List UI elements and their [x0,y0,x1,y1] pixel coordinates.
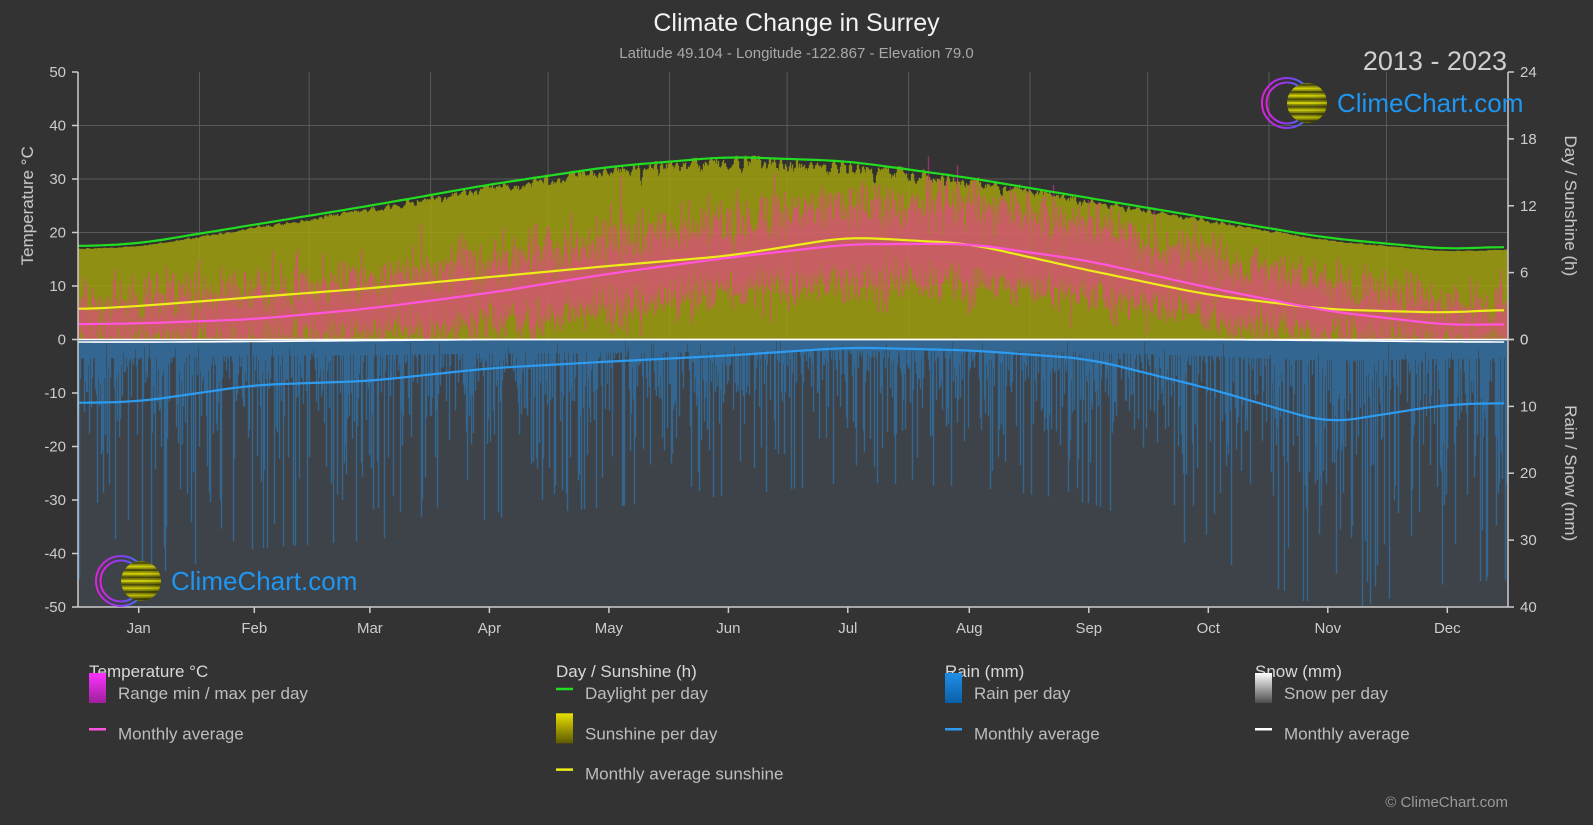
svg-text:50: 50 [49,64,66,81]
svg-text:-10: -10 [44,385,66,402]
svg-text:Monthly average: Monthly average [974,724,1100,743]
svg-text:May: May [595,620,624,637]
svg-text:0: 0 [1520,332,1528,349]
svg-text:© ClimeChart.com: © ClimeChart.com [1385,794,1508,811]
svg-text:-50: -50 [44,599,66,616]
svg-text:Sunshine per day: Sunshine per day [585,724,718,743]
svg-text:40: 40 [49,118,66,135]
svg-text:40: 40 [1520,599,1537,616]
svg-text:ClimeChart.com: ClimeChart.com [1337,88,1523,118]
svg-text:30: 30 [49,171,66,188]
svg-text:Rain / Snow (mm): Rain / Snow (mm) [1561,405,1580,541]
svg-text:Jan: Jan [127,620,151,637]
svg-text:Rain per day: Rain per day [974,684,1071,703]
svg-text:-40: -40 [44,546,66,563]
svg-text:Range min / max per day: Range min / max per day [118,684,308,703]
svg-text:12: 12 [1520,198,1537,215]
svg-text:Monthly average sunshine: Monthly average sunshine [585,765,783,784]
svg-text:Oct: Oct [1197,620,1221,637]
svg-text:Day / Sunshine (h): Day / Sunshine (h) [1561,135,1580,276]
svg-text:Apr: Apr [478,620,501,637]
svg-text:-30: -30 [44,492,66,509]
svg-text:0: 0 [58,332,66,349]
svg-text:Nov: Nov [1314,620,1341,637]
svg-text:Sep: Sep [1075,620,1102,637]
svg-text:Mar: Mar [357,620,383,637]
svg-text:20: 20 [1520,465,1537,482]
svg-text:Day / Sunshine (h): Day / Sunshine (h) [556,662,697,681]
svg-text:Monthly average: Monthly average [118,724,244,743]
svg-text:Feb: Feb [241,620,267,637]
svg-text:Temperature °C: Temperature °C [18,146,37,265]
svg-text:30: 30 [1520,532,1537,549]
svg-text:-20: -20 [44,439,66,456]
svg-text:Jul: Jul [838,620,857,637]
svg-text:Aug: Aug [956,620,983,637]
svg-text:Temperature °C: Temperature °C [89,662,208,681]
svg-text:Monthly average: Monthly average [1284,724,1410,743]
svg-text:Daylight per day: Daylight per day [585,684,708,703]
svg-text:ClimeChart.com: ClimeChart.com [171,566,357,596]
svg-text:20: 20 [49,225,66,242]
svg-text:18: 18 [1520,131,1537,148]
svg-text:Jun: Jun [716,620,740,637]
svg-text:10: 10 [1520,398,1537,415]
svg-text:Snow per day: Snow per day [1284,684,1388,703]
svg-text:10: 10 [49,278,66,295]
svg-text:24: 24 [1520,64,1537,81]
svg-text:Dec: Dec [1434,620,1461,637]
svg-text:6: 6 [1520,265,1528,282]
